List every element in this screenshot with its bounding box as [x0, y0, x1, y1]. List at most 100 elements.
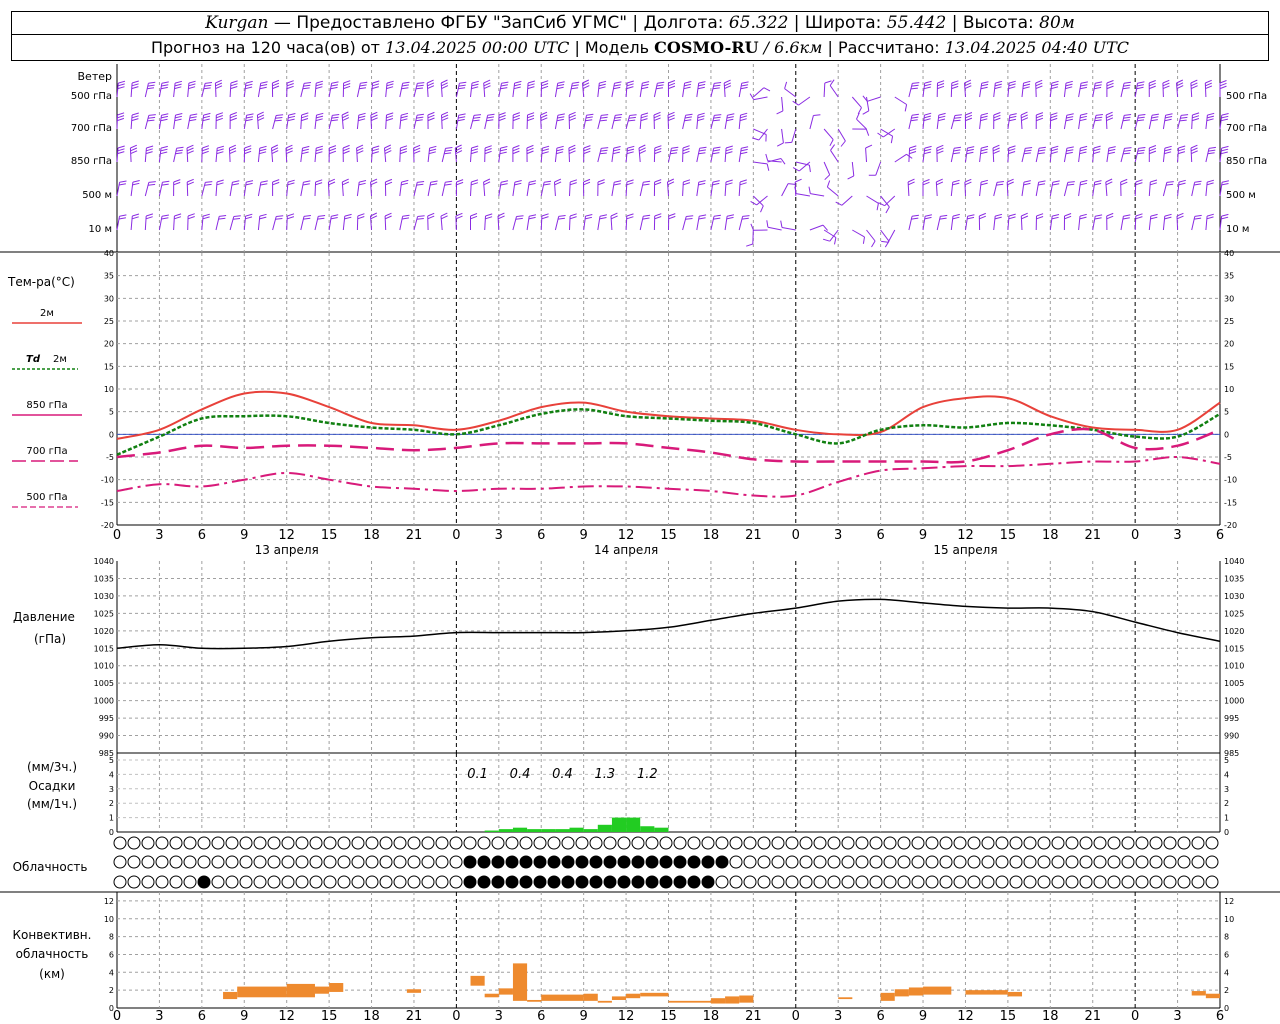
wind-barb	[837, 128, 846, 142]
wind-barb	[300, 182, 304, 197]
wind-barb-feather	[788, 183, 796, 185]
wind-barb-feather	[980, 145, 989, 155]
wind-barb-feather	[808, 165, 811, 173]
wind-barb	[696, 216, 700, 231]
wind-barb-feather	[750, 223, 754, 231]
wind-barb-feather	[582, 79, 590, 90]
wind-barb-feather	[746, 243, 753, 247]
wind-barb-feather	[878, 202, 885, 207]
wind-barb	[554, 115, 559, 130]
model-label: | Модель	[574, 38, 650, 57]
conv-ytick-left: 2	[109, 986, 114, 995]
cloud-cell	[1079, 855, 1093, 869]
cloud-cell	[1163, 855, 1177, 869]
conv-xtick: 6	[537, 1009, 545, 1024]
cloud-cell	[155, 855, 169, 869]
temp-ytick-right: -20	[1224, 521, 1237, 530]
temp-ytick-left: -5	[106, 453, 114, 462]
wind-barb	[639, 182, 644, 197]
wind-barb	[229, 216, 235, 231]
cloud-cell	[323, 855, 337, 869]
wind-barb	[583, 216, 586, 231]
wind-barb	[823, 128, 834, 140]
cloud-cell	[547, 875, 561, 889]
wind-barb-feather	[599, 147, 609, 155]
wind-barb	[1063, 182, 1069, 197]
wind-barb-feather	[175, 146, 184, 155]
pressure-unit: (гПа)	[34, 632, 66, 646]
wind-barb	[738, 83, 743, 98]
conv-bar	[838, 997, 853, 1000]
cloud-cell	[631, 855, 645, 869]
wind-barb	[979, 115, 982, 130]
temp-xtick: 0	[792, 528, 800, 543]
wind-barb-feather	[554, 178, 562, 186]
wind-barb-feather	[161, 180, 170, 186]
cloud-cell	[701, 855, 715, 869]
cloud-cell	[743, 855, 757, 869]
cloud-cell	[1149, 875, 1163, 889]
wind-barb-feather	[1220, 145, 1229, 155]
cloud-cell	[113, 855, 127, 869]
wind-barb	[611, 148, 615, 163]
pressure-ytick-right: 995	[1224, 714, 1239, 723]
wind-barb-feather	[455, 144, 463, 155]
cloud-cell	[1009, 855, 1023, 869]
wind-barb-feather	[996, 181, 1004, 186]
cloud-cell	[365, 836, 379, 850]
wind-barb-feather	[330, 81, 339, 90]
wind-barb-feather	[386, 80, 394, 90]
cloud-cell	[1093, 875, 1107, 889]
wind-barb	[1148, 181, 1151, 197]
wind-barb-feather	[444, 180, 453, 186]
wind-barb	[370, 114, 372, 130]
wind-barb-feather	[1164, 113, 1173, 122]
pressure-ytick-left: 995	[99, 714, 114, 723]
precip-bar	[611, 817, 627, 832]
wind-barb-feather	[556, 113, 565, 122]
wind-barb	[798, 161, 811, 172]
wind-barb-feather	[923, 112, 932, 122]
wind-barb-feather	[610, 212, 618, 220]
wind-barb-feather	[514, 180, 522, 186]
cloud-cell	[813, 875, 827, 889]
cloud-cell	[729, 855, 743, 869]
wind-barb-feather	[668, 80, 676, 90]
wind-barb	[314, 181, 317, 197]
wind-barb	[639, 83, 643, 98]
wind-barb	[554, 148, 558, 163]
wind-barb-feather	[498, 112, 506, 122]
temp-xtick: 21	[745, 528, 762, 543]
pressure-ytick-right: 1000	[1224, 697, 1244, 706]
wind-barb-feather	[876, 203, 879, 211]
wind-barb-feather	[287, 179, 295, 186]
wind-barb-feather	[1008, 145, 1016, 155]
wind-barb-feather	[740, 81, 749, 90]
wind-barb	[356, 115, 360, 130]
wind-barb-feather	[117, 112, 125, 122]
wind-barb-feather	[1079, 213, 1087, 220]
conv-bar	[965, 990, 1008, 995]
wind-barb	[1021, 148, 1026, 163]
precip-ytick-left: 1	[109, 814, 114, 823]
wind-barb-feather	[147, 114, 156, 122]
wind-barb-feather	[1022, 80, 1031, 90]
cloud-cell	[771, 855, 785, 869]
cloud-cell	[463, 836, 477, 850]
cloud-cell	[1121, 875, 1135, 889]
pressure-ytick-left: 1025	[94, 609, 114, 618]
wind-barb-feather	[341, 111, 350, 122]
wind-barb	[554, 83, 559, 98]
conv-xtick: 9	[240, 1009, 248, 1024]
cloud-cell	[645, 875, 659, 889]
cloud-cell	[827, 836, 841, 850]
wind-barb-feather	[216, 179, 224, 186]
wind-barb	[597, 148, 602, 163]
conv-bar	[611, 996, 627, 1000]
wind-barb-feather	[723, 79, 732, 90]
wind-barb-feather	[370, 178, 378, 186]
conv-ytick-right: 6	[1224, 950, 1229, 959]
wind-barb	[710, 216, 715, 231]
wind-level-right: 10 м	[1226, 224, 1249, 235]
wind-barb-feather	[315, 80, 324, 90]
